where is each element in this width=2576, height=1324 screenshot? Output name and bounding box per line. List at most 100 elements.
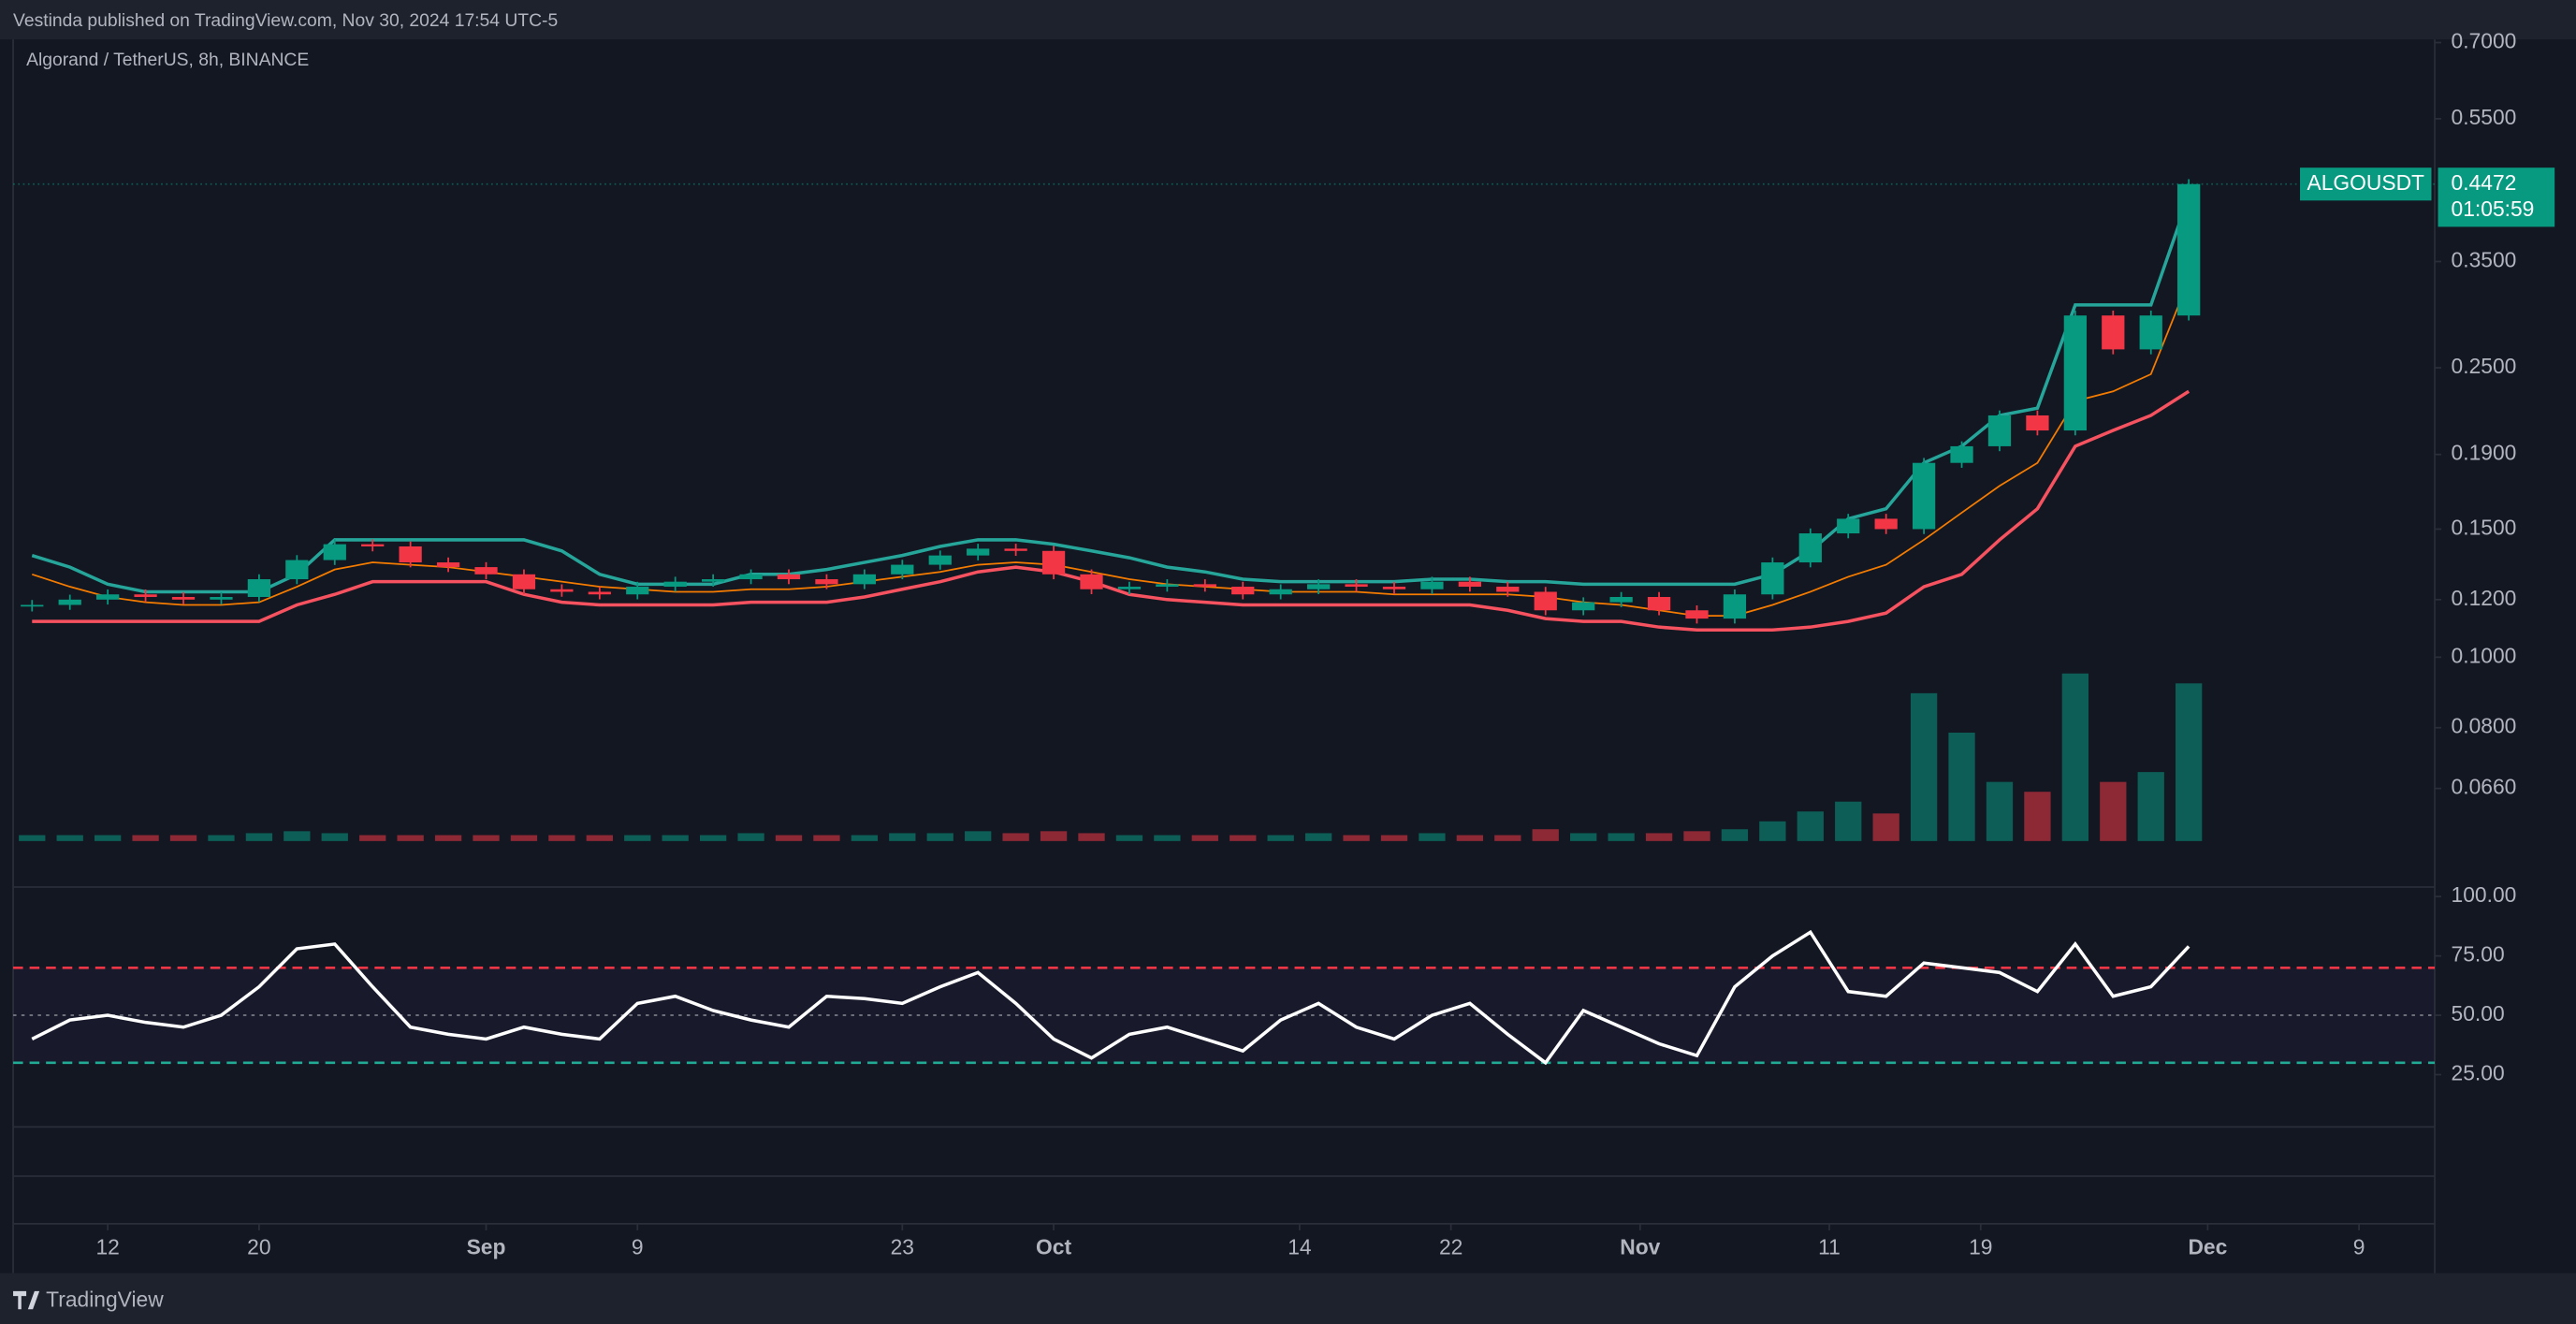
footer-bar [0, 1273, 2576, 1324]
volume-bar [94, 835, 122, 841]
volume-bar [851, 835, 879, 841]
y-tick-label: 0.1000 [2452, 643, 2517, 667]
volume-bar [775, 835, 803, 841]
candle-body [1534, 591, 1557, 611]
rsi-tick-label: 100.00 [2452, 882, 2517, 907]
candle-body [1080, 574, 1103, 589]
volume-bar [434, 835, 462, 841]
header-bar [0, 0, 2576, 40]
candle-body [1572, 602, 1595, 611]
y-tick-label: 0.5500 [2452, 105, 2517, 129]
volume-bar [1683, 831, 1710, 841]
x-tick-label: 23 [891, 1234, 914, 1259]
volume-bar [1910, 692, 1938, 841]
volume-bar [1304, 833, 1332, 841]
volume-bar [2137, 772, 2164, 841]
volume-bar [2024, 792, 2051, 841]
candle-body [928, 555, 952, 565]
volume-bar [662, 835, 689, 841]
y-tick-label: 0.0660 [2452, 775, 2517, 799]
x-tick-label: 22 [1439, 1234, 1463, 1259]
y-tick-label: 0.1500 [2452, 516, 2517, 540]
x-tick-label: 14 [1288, 1234, 1312, 1259]
band-line [31, 196, 2190, 594]
candle-body [1874, 518, 1898, 530]
y-tick-label: 0.1200 [2452, 586, 2517, 610]
x-tick-label: 11 [1818, 1234, 1841, 1259]
band-line [32, 389, 2190, 633]
x-tick-label: 20 [247, 1234, 270, 1259]
candle-body [1420, 581, 1444, 589]
candle-body [1912, 462, 1936, 530]
volume-bar [1154, 835, 1181, 841]
candle-body [2177, 183, 2201, 316]
x-tick-label: 12 [95, 1234, 119, 1259]
candle-body [1004, 548, 1027, 551]
volume-bar [321, 833, 348, 841]
volume-bar [132, 835, 159, 841]
candle-body [739, 574, 763, 580]
candle-body [2102, 315, 2125, 350]
volume-bar [284, 831, 311, 841]
candle-body [512, 574, 536, 589]
volume-bar [1948, 732, 1975, 841]
candle-body [701, 579, 725, 582]
x-tick-label: 9 [2353, 1234, 2365, 1259]
volume-bar [359, 835, 386, 841]
candle-body [2139, 315, 2162, 350]
candle-body [1269, 589, 1292, 595]
x-tick-label: Dec [2188, 1234, 2227, 1259]
candle-body [1156, 584, 1179, 588]
candle-body [1231, 587, 1255, 595]
volume-bar [1267, 835, 1294, 841]
volume-bar [1872, 813, 1899, 841]
rsi-tick-label: 25.00 [2452, 1061, 2505, 1085]
candle-body [1987, 415, 2012, 446]
band-line [31, 280, 2190, 618]
volume-bar [208, 835, 235, 841]
symbol-tag [2300, 167, 2432, 201]
volume-bar [1191, 835, 1218, 841]
volume-bar [1040, 831, 1068, 841]
candle-body [777, 574, 801, 580]
candle-body [588, 591, 611, 595]
volume-bar [1835, 801, 1862, 841]
x-tick-label: Nov [1620, 1234, 1660, 1259]
x-tick-label: Sep [467, 1234, 506, 1259]
volume-bar [1419, 833, 1446, 841]
rsi-tick-label: 50.00 [2452, 1001, 2505, 1026]
volume-bar [1797, 811, 1824, 841]
volume-bar [737, 833, 764, 841]
candle-body [1723, 594, 1747, 619]
candle-body [815, 579, 838, 585]
volume-bar [1570, 833, 1597, 841]
volume-bar [1002, 833, 1029, 841]
candle-body [247, 579, 271, 598]
candle-body [1950, 445, 1973, 463]
candle-body [663, 581, 687, 588]
candle-body [1647, 597, 1671, 611]
brand: TradingView [46, 1287, 164, 1311]
volume-bar [56, 835, 83, 841]
last-price-label: 0.4472 [2452, 170, 2517, 195]
volume-bar [1645, 833, 1673, 841]
volume-bar [1494, 835, 1521, 841]
candle-body [2063, 315, 2087, 431]
candle-body [1798, 533, 1822, 563]
x-tick-label: Oct [1036, 1234, 1071, 1259]
candle-body [1496, 587, 1520, 592]
volume-bar [1721, 829, 1749, 841]
chart-title: Algorand / TetherUS, 8h, BINANCE [26, 51, 309, 70]
published-note: Vestinda published on TradingView.com, N… [13, 11, 558, 31]
y-tick-label: 0.0800 [2452, 714, 2517, 738]
volume-bar [1343, 835, 1370, 841]
volume-bar [586, 835, 613, 841]
candle-body [1117, 587, 1142, 589]
candle-body [1837, 518, 1860, 534]
volume-bar [624, 835, 651, 841]
candle-body [1382, 587, 1406, 589]
candle-body [1761, 562, 1784, 595]
candle-body [134, 594, 157, 598]
